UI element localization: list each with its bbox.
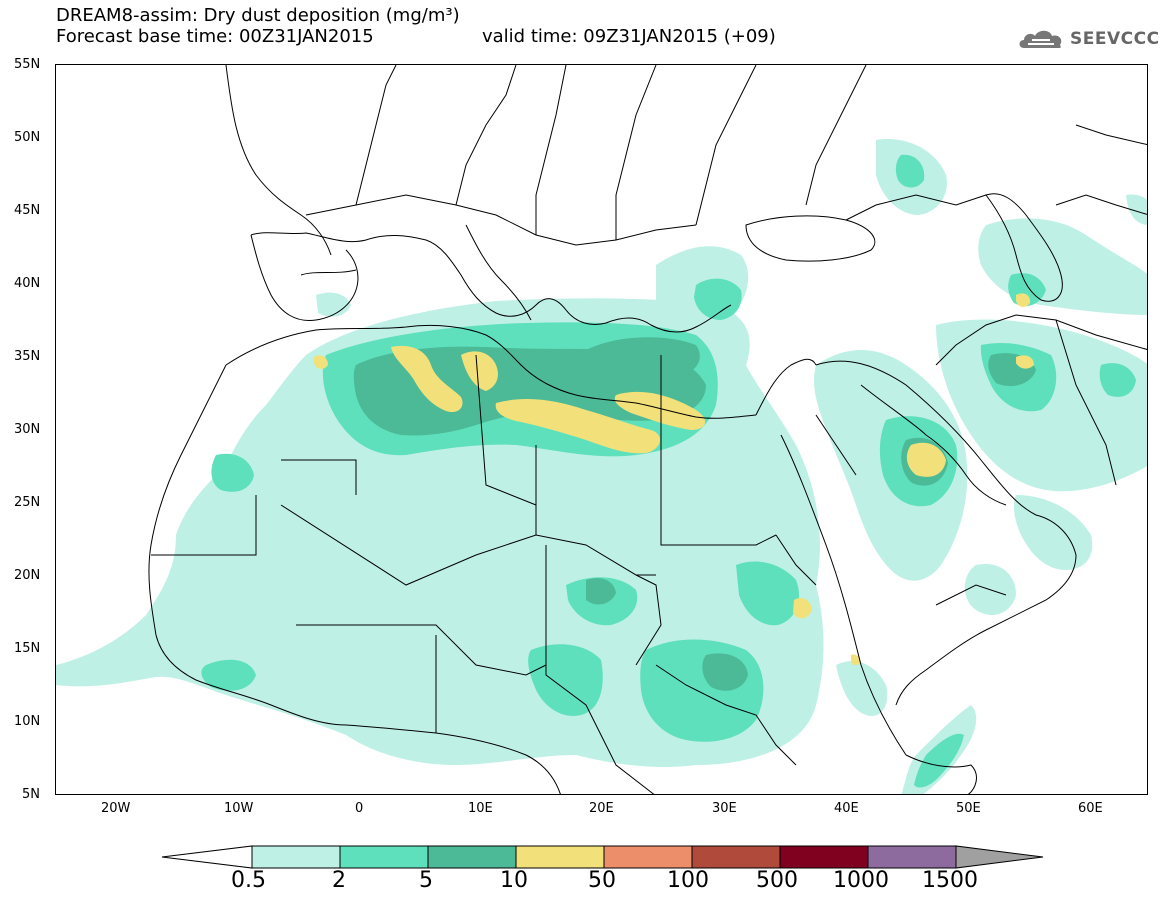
lon-label-30e: 30E [712, 801, 737, 816]
colorbar-label-500: 500 [756, 868, 798, 893]
colorbar-label-10: 10 [500, 868, 528, 893]
cloud-icon [1019, 30, 1062, 48]
colorbar-swatch-4 [515, 845, 605, 869]
colorbar-label-1500: 1500 [922, 868, 978, 893]
lon-label-10e: 10E [468, 801, 493, 816]
colorbar-label-1000: 1000 [833, 868, 889, 893]
colorbar-label-100: 100 [667, 868, 709, 893]
colorbar-swatch-8 [867, 845, 957, 869]
colorbar-label-5: 5 [419, 868, 433, 893]
colorbar-swatch-7 [779, 845, 869, 869]
lon-label-20e: 20E [589, 801, 614, 816]
colorbar-arrow-low [161, 845, 253, 869]
lat-label-55n: 55N [14, 57, 41, 72]
colorbar-arrow-high [955, 845, 1044, 869]
lon-label-60e: 60E [1078, 801, 1103, 816]
colorbar-swatch-6 [691, 845, 781, 869]
colorbar-label-50: 50 [588, 868, 616, 893]
seevccc-logo: SEEVCCC [1016, 26, 1160, 52]
lon-label-40e: 40E [834, 801, 859, 816]
map-borders [148, 65, 1147, 794]
map-canvas [56, 65, 1147, 794]
colorbar-label-2: 2 [332, 868, 346, 893]
lat-label-45n: 45N [14, 203, 41, 218]
colorbar-swatch-1 [251, 845, 341, 869]
lon-label-50e: 50E [956, 801, 981, 816]
lat-label-50n: 50N [14, 130, 41, 145]
valid-time: valid time: 09Z31JAN2015 (+09) [482, 26, 776, 47]
lat-label-20n: 20N [14, 568, 41, 583]
dust-field-5 [353, 337, 1036, 691]
lon-label-20w: 20W [101, 801, 131, 816]
colorbar-label-0-5: 0.5 [231, 868, 266, 893]
lat-label-10n: 10N [14, 714, 41, 729]
colorbar-swatch-2 [339, 845, 429, 869]
lon-label-0: 0 [355, 801, 364, 816]
forecast-base-time: Forecast base time: 00Z31JAN2015 [56, 26, 374, 47]
lat-label-40n: 40N [14, 276, 41, 291]
dust-field-10 [314, 293, 1034, 666]
lat-label-15n: 15N [14, 641, 41, 656]
lat-label-35n: 35N [14, 349, 41, 364]
colorbar-swatch-3 [427, 845, 517, 869]
colorbar [161, 845, 1044, 869]
map-title: DREAM8-assim: Dry dust deposition (mg/m³… [56, 5, 460, 26]
lat-label-5n: 5N [22, 787, 40, 802]
dust-deposition-map[interactable] [55, 64, 1148, 795]
lat-label-25n: 25N [14, 495, 41, 510]
lon-label-10w: 10W [224, 801, 254, 816]
lat-label-30n: 30N [14, 422, 41, 437]
colorbar-swatch-5 [603, 845, 693, 869]
logo-text: SEEVCCC [1070, 29, 1160, 49]
